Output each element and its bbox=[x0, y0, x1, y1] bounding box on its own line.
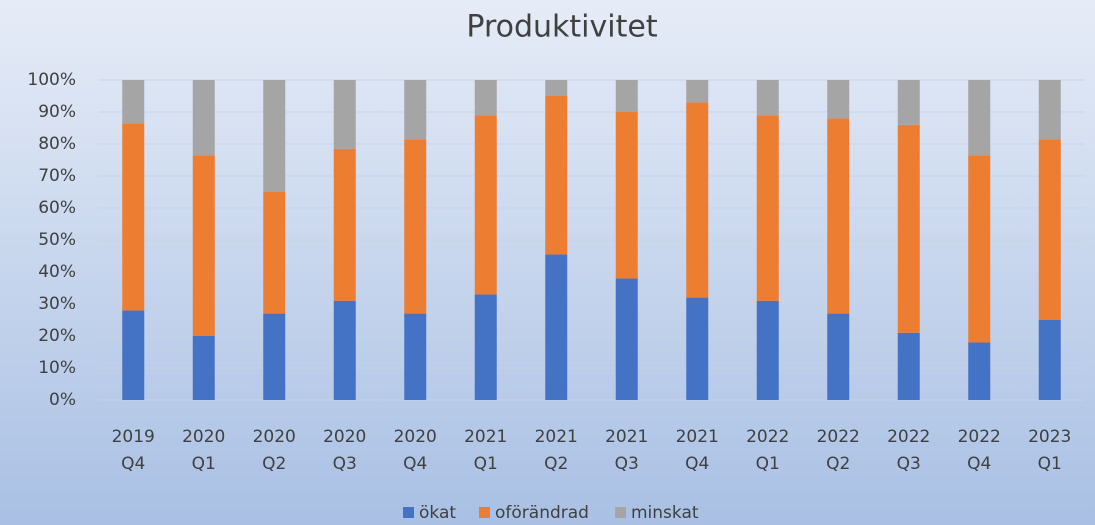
x-tick-label: 2022 bbox=[958, 427, 1001, 447]
bar-segment bbox=[545, 96, 568, 255]
y-tick-label: 0% bbox=[49, 390, 76, 410]
x-tick-label: 2019 bbox=[112, 427, 155, 447]
bar-segment bbox=[474, 80, 497, 116]
x-tick-label: 2020 bbox=[323, 427, 366, 447]
bar-segment bbox=[897, 80, 920, 125]
bar-segment bbox=[897, 124, 920, 333]
bar-segment bbox=[192, 336, 215, 400]
y-tick-label: 40% bbox=[38, 262, 76, 282]
y-tick-label: 70% bbox=[38, 166, 76, 186]
y-tick-label: 10% bbox=[38, 358, 76, 378]
bar-segment bbox=[615, 80, 638, 112]
bar-segment bbox=[263, 313, 286, 400]
bar-segment bbox=[333, 148, 356, 301]
x-tick-label: 2021 bbox=[464, 427, 507, 447]
y-tick-label: 60% bbox=[38, 198, 76, 218]
x-tick-label: 2021 bbox=[535, 427, 578, 447]
x-tick-label: Q4 bbox=[121, 454, 145, 474]
x-tick-label: Q1 bbox=[1038, 454, 1062, 474]
bar-segment bbox=[1038, 139, 1061, 320]
bar-segment bbox=[686, 297, 709, 400]
y-tick-label: 20% bbox=[38, 326, 76, 346]
y-tick-label: 100% bbox=[27, 70, 76, 90]
x-tick-label: Q3 bbox=[333, 454, 357, 474]
x-tick-label: 2020 bbox=[253, 427, 296, 447]
bar-segment bbox=[404, 80, 427, 140]
x-tick-label: Q2 bbox=[544, 454, 568, 474]
bar-segment bbox=[756, 300, 779, 400]
bar-segment bbox=[615, 278, 638, 400]
x-tick-label: 2022 bbox=[746, 427, 789, 447]
bar-segment bbox=[827, 313, 850, 400]
x-tick-label: 2023 bbox=[1028, 427, 1071, 447]
bar-segment bbox=[192, 80, 215, 156]
x-tick-label: Q4 bbox=[967, 454, 991, 474]
y-tick-label: 90% bbox=[38, 102, 76, 122]
x-tick-label: Q2 bbox=[262, 454, 286, 474]
bar-segment bbox=[897, 332, 920, 400]
x-tick-label: Q4 bbox=[685, 454, 709, 474]
bar-segment bbox=[474, 115, 497, 295]
bar-segment bbox=[404, 313, 427, 400]
bar-segment bbox=[968, 342, 991, 400]
bar-segment bbox=[686, 80, 709, 103]
chart-title: Produktivitet bbox=[466, 10, 657, 45]
bar-segment bbox=[122, 123, 145, 311]
bar-segment bbox=[333, 300, 356, 400]
x-tick-label: 2021 bbox=[676, 427, 719, 447]
bar-segment bbox=[474, 294, 497, 400]
legend-swatch bbox=[615, 507, 626, 518]
x-tick-label: Q3 bbox=[897, 454, 921, 474]
x-tick-label: Q4 bbox=[403, 454, 427, 474]
bar-segment bbox=[615, 112, 638, 279]
bar-segment bbox=[756, 80, 779, 116]
bar-segment bbox=[968, 155, 991, 343]
bar-segment bbox=[122, 80, 145, 124]
bar-segment bbox=[263, 192, 286, 314]
y-tick-label: 30% bbox=[38, 294, 76, 314]
legend-swatch bbox=[479, 507, 490, 518]
bar-segment bbox=[756, 115, 779, 301]
bar-segment bbox=[968, 80, 991, 156]
legend-label: minskat bbox=[631, 503, 699, 523]
bar-segment bbox=[827, 118, 850, 314]
x-tick-label: 2022 bbox=[817, 427, 860, 447]
x-tick-label: 2021 bbox=[605, 427, 648, 447]
y-tick-label: 80% bbox=[38, 134, 76, 154]
x-tick-label: 2022 bbox=[887, 427, 930, 447]
x-tick-label: Q1 bbox=[192, 454, 216, 474]
x-tick-label: Q1 bbox=[474, 454, 498, 474]
bar-segment bbox=[122, 310, 145, 400]
bar-segment bbox=[263, 80, 286, 192]
x-tick-label: 2020 bbox=[394, 427, 437, 447]
bar-segment bbox=[192, 155, 215, 336]
legend-swatch bbox=[403, 507, 414, 518]
legend-label: ökat bbox=[419, 503, 456, 523]
bar-segment bbox=[404, 139, 427, 314]
x-tick-label: Q1 bbox=[756, 454, 780, 474]
bar-segment bbox=[545, 80, 568, 96]
bar-segment bbox=[827, 80, 850, 119]
x-tick-label: Q3 bbox=[615, 454, 639, 474]
bar-segment bbox=[1038, 80, 1061, 140]
bar-segment bbox=[333, 80, 356, 149]
bar-segment bbox=[545, 254, 568, 400]
bar-segment bbox=[686, 102, 709, 298]
x-tick-label: Q2 bbox=[826, 454, 850, 474]
legend-label: oförändrad bbox=[495, 503, 589, 523]
y-tick-label: 50% bbox=[38, 230, 76, 250]
bar-segment bbox=[1038, 320, 1061, 400]
x-tick-label: 2020 bbox=[182, 427, 225, 447]
